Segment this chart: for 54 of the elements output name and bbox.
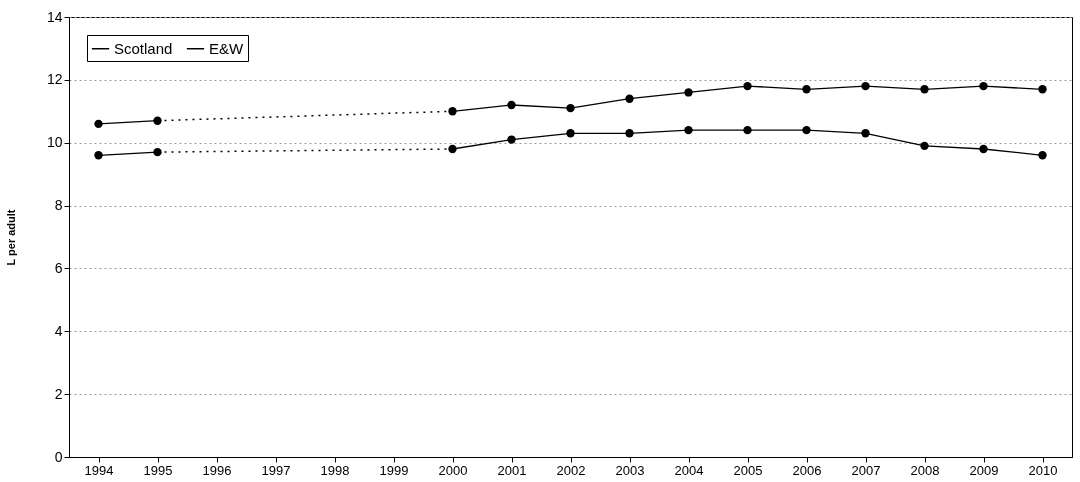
x-tick-label: 1999 xyxy=(379,462,409,478)
y-tick-label: 10 xyxy=(46,134,63,151)
legend-label: E&W xyxy=(209,39,245,57)
point xyxy=(979,144,988,154)
x-tick-label: 2004 xyxy=(674,462,704,478)
point xyxy=(979,81,988,91)
point xyxy=(1038,85,1047,94)
point xyxy=(920,85,929,94)
x-tick-label: 1998 xyxy=(320,462,350,478)
x-tick-label: 2003 xyxy=(615,462,645,478)
x-tick-label: 2002 xyxy=(556,462,586,478)
point xyxy=(625,94,634,103)
x-tick-label: 2000 xyxy=(438,462,468,478)
point xyxy=(861,81,870,91)
point xyxy=(566,103,575,113)
x-tick-label: 2009 xyxy=(969,462,999,478)
point xyxy=(684,88,693,97)
y-tick-label: 0 xyxy=(54,448,63,465)
point xyxy=(507,100,516,110)
y-tick-label: 12 xyxy=(46,71,63,88)
y-tick-label: 8 xyxy=(54,197,63,214)
y-tick-label: 6 xyxy=(54,259,63,276)
legend-label: Scotland xyxy=(114,39,173,57)
y-tick-label: 2 xyxy=(54,385,63,402)
x-tick-label: 1995 xyxy=(143,462,173,478)
x-tick-label: 1996 xyxy=(202,462,232,478)
y-tick-label: 4 xyxy=(54,322,63,339)
x-tick-label: 2001 xyxy=(497,462,527,478)
point xyxy=(802,85,811,94)
point xyxy=(94,119,103,129)
point xyxy=(507,135,516,144)
y-axis-title: L per adult xyxy=(4,209,17,266)
y-tick-label: 14 xyxy=(46,8,63,25)
x-tick-label: 1994 xyxy=(84,462,114,478)
point xyxy=(625,129,634,138)
point xyxy=(743,125,752,135)
point xyxy=(1038,151,1047,160)
x-tick-label: 1997 xyxy=(261,462,291,478)
point xyxy=(153,116,162,125)
point xyxy=(448,144,457,154)
x-tick-label: 2007 xyxy=(851,462,881,478)
point xyxy=(861,129,870,138)
x-tick-label: 2008 xyxy=(910,462,940,478)
point xyxy=(566,129,575,138)
point xyxy=(802,125,811,135)
point xyxy=(448,107,457,116)
x-tick-label: 2005 xyxy=(733,462,763,478)
point xyxy=(684,125,693,135)
point xyxy=(743,81,752,91)
point xyxy=(94,151,103,160)
point xyxy=(920,141,929,151)
x-tick-label: 2010 xyxy=(1028,462,1058,478)
point xyxy=(153,147,162,157)
x-tick-label: 2006 xyxy=(792,462,822,478)
